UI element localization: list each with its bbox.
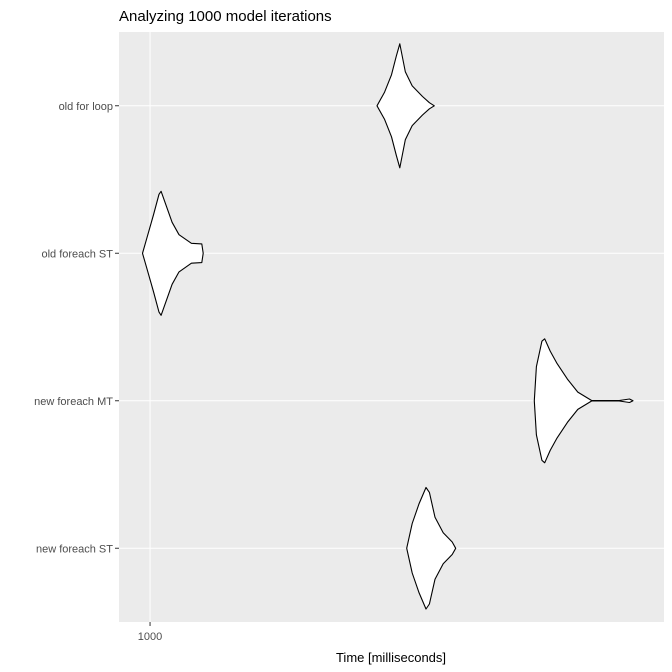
x-axis-title: Time [milliseconds] [336,650,446,665]
violin-new-foreach-MT [533,338,634,464]
chart-title: Analyzing 1000 model iterations [119,8,332,25]
y-tick-label: new foreach ST [36,543,113,555]
x-tick-label: 1000 [138,631,162,643]
violin-new-foreach-ST [406,486,457,610]
x-axis: 1000 [138,622,162,643]
violin-old-for-loop [376,43,435,169]
y-axis: new foreach ST new foreach MT old foreach … [34,101,119,555]
y-tick-label: old foreach ST [41,248,113,260]
y-tick-label: old for loop [59,101,113,113]
violins [141,43,634,610]
violin-old-foreach-ST [141,190,204,316]
y-tick-label: new foreach MT [34,396,113,408]
